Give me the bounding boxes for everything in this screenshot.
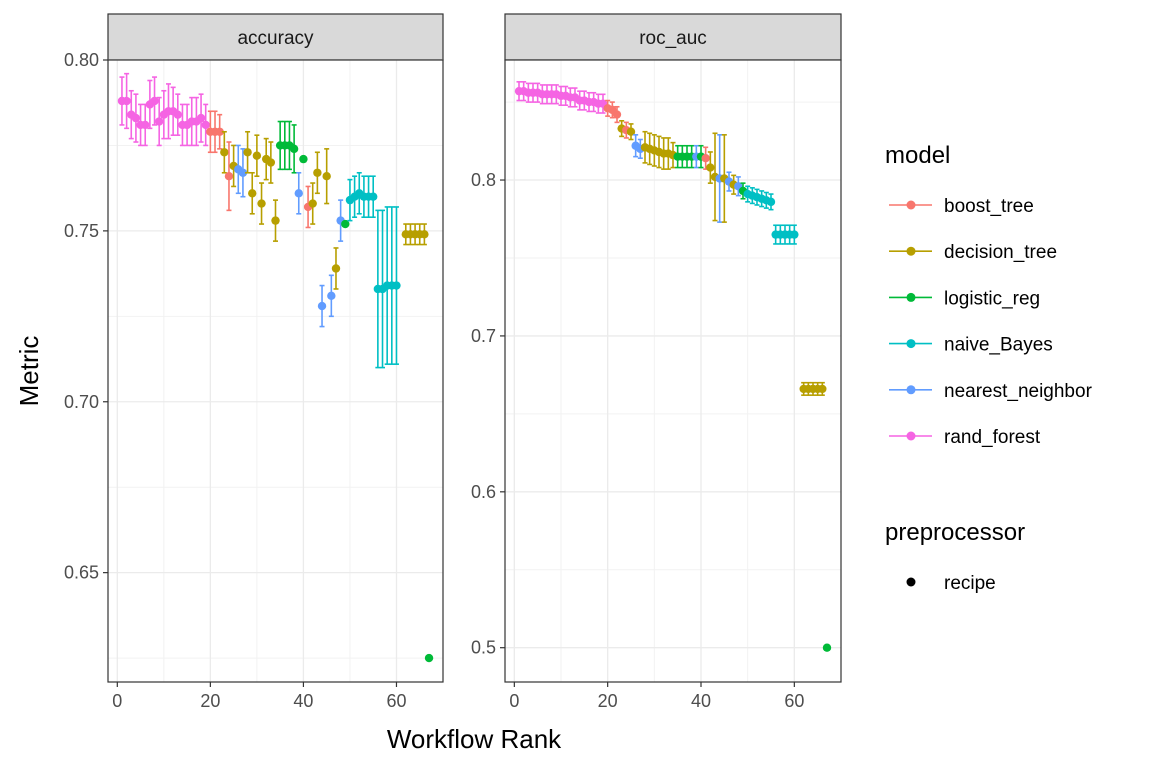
x-tick-label: 60	[386, 691, 406, 711]
x-tick-label: 60	[784, 691, 804, 711]
y-tick-label: 0.65	[64, 563, 99, 583]
data-point	[141, 120, 150, 130]
panel-accuracy-axes: 0.65 0.70 0.75 0.80 0 20 40 60	[64, 50, 407, 711]
panel-accuracy-border	[107, 59, 444, 683]
data-point	[701, 154, 710, 163]
data-point	[612, 110, 622, 119]
data-point	[224, 171, 234, 181]
data-point	[257, 199, 266, 208]
data-point	[327, 291, 336, 301]
panel-accuracy-background	[108, 60, 443, 682]
legend-key-point	[906, 431, 916, 441]
x-tick-label: 40	[691, 691, 711, 711]
data-point	[331, 264, 341, 273]
data-point	[271, 216, 280, 225]
data-point	[201, 120, 210, 130]
data-point	[196, 113, 206, 123]
panel-roc-auc-strip-label: roc_auc	[639, 28, 707, 49]
legend-item-decision-tree: decision_tree	[889, 242, 1057, 263]
legend-item-logistic-reg: logistic_reg	[889, 288, 1040, 309]
data-point	[766, 197, 776, 207]
x-tick-label: 0	[112, 691, 122, 711]
panel-roc-auc-border	[504, 59, 842, 683]
legend-item-nearest-neighbor: nearest_neighbor	[889, 381, 1093, 402]
y-axis-title: Metric	[14, 336, 44, 407]
panel-roc-auc-strip	[504, 13, 842, 61]
data-point	[822, 643, 832, 652]
legend-label: boost_tree	[944, 196, 1034, 217]
data-point	[150, 96, 159, 106]
legend-label: nearest_neighbor	[944, 381, 1093, 402]
data-point	[248, 189, 257, 198]
data-point	[392, 281, 401, 290]
panel-accuracy-data	[117, 72, 434, 663]
panel-accuracy: accuracy 0.65 0.70 0.75 0.80 0 20 40 60	[64, 13, 444, 711]
legend-preprocessor-title: preprocessor	[885, 519, 1025, 546]
data-point	[420, 230, 429, 239]
legend-label: logistic_reg	[944, 288, 1040, 309]
data-point	[369, 192, 378, 201]
legend-model-title: model	[885, 142, 950, 169]
legend-model-items: boost_tree decision_tree logistic_regnaive…	[889, 196, 1093, 448]
legend-label: decision_tree	[944, 242, 1057, 263]
data-point	[322, 171, 331, 181]
data-point	[266, 158, 276, 167]
data-point	[313, 168, 322, 177]
data-point	[341, 219, 350, 229]
data-point	[238, 168, 248, 177]
panel-roc-auc-data	[514, 81, 832, 652]
legend-label: naive_Bayes	[944, 335, 1053, 356]
y-tick-label: 0.70	[64, 392, 99, 412]
y-tick-label: 0.75	[64, 221, 99, 241]
data-point	[122, 96, 131, 106]
x-tick-label: 20	[598, 691, 618, 711]
data-point	[790, 230, 799, 239]
legend-recipe-label: recipe	[944, 573, 996, 594]
y-tick-label: 0.80	[64, 50, 99, 70]
data-point	[317, 301, 327, 311]
x-tick-label: 40	[293, 691, 313, 711]
data-point	[131, 113, 141, 123]
data-point	[626, 127, 636, 136]
y-tick-label: 0.8	[471, 170, 496, 190]
data-point	[424, 653, 434, 663]
data-point	[299, 154, 308, 164]
x-axis-title: Workflow Rank	[387, 724, 562, 754]
panel-roc-auc: roc_auc 0.5 0.6 0.7 0.8 0 20 40 60	[471, 13, 842, 711]
panel-roc-auc-axes: 0.5 0.6 0.7 0.8 0 20 40 60	[471, 170, 804, 711]
legend-item-naive-Bayes: naive_Bayes	[889, 335, 1053, 356]
data-point	[154, 117, 164, 126]
legend-key-point	[906, 292, 916, 302]
legend-key-point	[906, 385, 916, 395]
legend-key-point	[906, 200, 916, 210]
data-point	[706, 163, 715, 172]
data-point	[215, 127, 224, 136]
legend-item-recipe: recipe	[906, 573, 996, 594]
legend-key-point	[906, 339, 916, 349]
legend-label: rand_forest	[944, 427, 1041, 448]
data-point	[289, 144, 299, 154]
data-point	[173, 110, 182, 119]
y-tick-label: 0.5	[471, 638, 496, 658]
legend-item-rand-forest: rand_forest	[889, 427, 1041, 448]
panel-accuracy-strip	[107, 13, 444, 61]
data-point	[220, 148, 229, 157]
panel-accuracy-strip-label: accuracy	[237, 28, 314, 49]
y-tick-label: 0.6	[471, 482, 496, 502]
legend-key-point	[906, 246, 916, 256]
data-point	[818, 384, 827, 394]
data-point	[294, 189, 303, 198]
x-tick-label: 20	[200, 691, 220, 711]
y-tick-label: 0.7	[471, 326, 496, 346]
x-tick-label: 0	[509, 691, 519, 711]
data-point	[243, 148, 252, 157]
panel-accuracy-grid	[108, 59, 444, 682]
legend-recipe-key	[906, 577, 916, 587]
data-point	[252, 151, 262, 160]
data-point	[308, 199, 317, 208]
legend-item-boost-tree: boost_tree	[889, 196, 1034, 217]
legend: model boost_tree decision_tree logistic_re…	[885, 142, 1093, 594]
